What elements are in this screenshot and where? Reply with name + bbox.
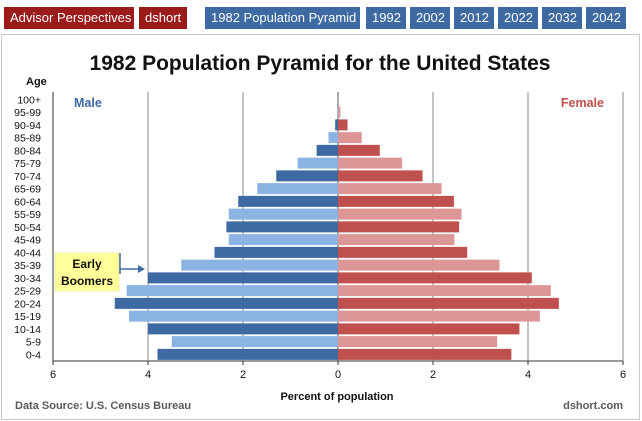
bar-male [228, 234, 338, 246]
bar-male [337, 106, 338, 118]
early-boomers-annotation: Early Boomers [54, 252, 145, 292]
bar-female [338, 246, 468, 258]
x-axis-title: Percent of population [280, 391, 393, 403]
x-tick-label: 0 [335, 369, 341, 381]
tab-2032[interactable]: 2032 [542, 7, 582, 29]
bar-male [148, 323, 338, 335]
bar-female [338, 195, 454, 207]
age-label: 5-9 [26, 337, 41, 349]
age-label: 85-89 [14, 133, 41, 145]
bar-male [157, 348, 338, 360]
bar-female [338, 234, 455, 246]
bar-male [148, 272, 338, 284]
age-label: 40-44 [14, 247, 41, 259]
tab-dshort[interactable]: dshort [139, 7, 187, 29]
age-label: 60-64 [14, 196, 41, 208]
bar-female [338, 144, 380, 156]
bar-male [114, 297, 338, 309]
tab-advisor-perspectives[interactable]: Advisor Perspectives [4, 7, 134, 29]
bar-female [338, 106, 341, 118]
bar-female [338, 336, 498, 348]
age-label: 80-84 [14, 145, 41, 157]
x-tick-label: 2 [430, 369, 436, 381]
age-labels: 100+95-9990-9485-8980-8475-7970-7465-696… [14, 94, 41, 361]
x-tick-label: 4 [145, 369, 151, 381]
x-tick-label: 2 [240, 369, 246, 381]
data-source: Data Source: U.S. Census Bureau [15, 400, 191, 412]
bar-female [338, 259, 500, 271]
legend-male: Male [74, 96, 102, 110]
x-tick-label: 6 [50, 369, 56, 381]
age-label: 65-69 [14, 184, 41, 196]
tab-2042[interactable]: 2042 [586, 7, 626, 29]
bar-female [338, 297, 559, 309]
bar-male [276, 170, 338, 182]
chart-title: 1982 Population Pyramid for the United S… [90, 52, 551, 75]
age-label: 95-99 [14, 107, 41, 119]
bar-male [228, 208, 338, 220]
age-label: 70-74 [14, 171, 41, 183]
bar-female [338, 272, 532, 284]
annotation-box [54, 252, 120, 292]
bar-male [335, 119, 338, 131]
credit: dshort.com [563, 400, 623, 412]
age-label: 30-34 [14, 273, 41, 285]
tab-1992[interactable]: 1992 [366, 7, 406, 29]
age-label: 45-49 [14, 235, 41, 247]
age-label: 100+ [17, 94, 41, 106]
bar-male [226, 221, 338, 233]
bar-female [338, 119, 348, 131]
bar-male [129, 310, 338, 322]
tab-2002[interactable]: 2002 [410, 7, 450, 29]
bar-female [338, 323, 520, 335]
bar-male [171, 336, 338, 348]
bar-male [297, 157, 338, 169]
age-label: 10-14 [14, 324, 41, 336]
x-tick-label: 6 [620, 369, 626, 381]
age-label: 25-29 [14, 286, 41, 298]
tab-2012[interactable]: 2012 [454, 7, 494, 29]
x-tick-labels: 6 4 2 0 2 4 6 [50, 369, 626, 381]
bar-female [338, 310, 540, 322]
age-label: 50-54 [14, 222, 41, 234]
bar-male [181, 259, 338, 271]
annotation-line1: Early [72, 257, 102, 271]
bar-male [126, 285, 338, 297]
tab-1982[interactable]: 1982 Population Pyramid [205, 7, 360, 29]
age-label: 20-24 [14, 298, 41, 310]
annotation-line2: Boomers [61, 274, 113, 288]
age-label: 35-39 [14, 260, 41, 272]
bars [114, 106, 559, 360]
bar-male [257, 183, 338, 195]
bar-female [338, 348, 512, 360]
legend-female: Female [561, 96, 604, 110]
tab-bar: Advisor Perspectives dshort 1982 Populat… [0, 0, 642, 34]
bar-female [338, 170, 423, 182]
bar-female [338, 208, 462, 220]
y-axis-title: Age [26, 76, 47, 88]
age-label: 0-4 [26, 349, 41, 361]
x-tick-label: 4 [525, 369, 531, 381]
age-label: 75-79 [14, 158, 41, 170]
bar-female [338, 221, 460, 233]
bar-female [338, 183, 442, 195]
bar-female [338, 157, 403, 169]
tab-2022[interactable]: 2022 [498, 7, 538, 29]
age-label: 15-19 [14, 311, 41, 323]
bar-male [328, 132, 338, 144]
bar-female [338, 285, 551, 297]
bar-male [214, 246, 338, 258]
bar-male [316, 144, 338, 156]
bar-female [338, 132, 362, 144]
bar-male [238, 195, 338, 207]
age-label: 55-59 [14, 209, 41, 221]
arrow-head-icon [138, 265, 145, 273]
age-label: 90-94 [14, 120, 41, 132]
